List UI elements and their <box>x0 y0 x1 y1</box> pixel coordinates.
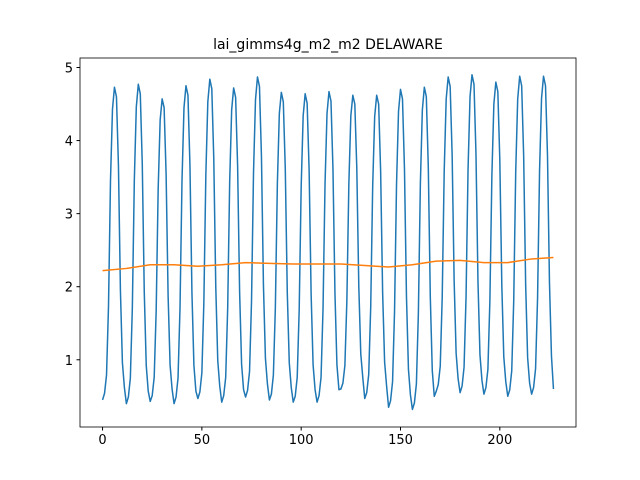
x-tick-label: 200 <box>487 433 512 448</box>
series-line <box>102 256 554 272</box>
y-tick-label: 4 <box>65 135 73 150</box>
y-tick-label: 5 <box>65 61 73 76</box>
x-tick-label: 150 <box>388 433 413 448</box>
y-tick-label: 3 <box>65 208 73 223</box>
axes-frame <box>79 57 577 428</box>
y-tick-label: 2 <box>65 281 73 296</box>
x-tick-label: 100 <box>289 433 314 448</box>
x-tick-label: 50 <box>194 433 211 448</box>
chart-title: lai_gimms4g_m2_m2 DELAWARE <box>213 37 443 53</box>
x-tick-label: 0 <box>98 433 106 448</box>
y-tick-label: 1 <box>65 354 73 369</box>
series-line <box>101 74 555 411</box>
